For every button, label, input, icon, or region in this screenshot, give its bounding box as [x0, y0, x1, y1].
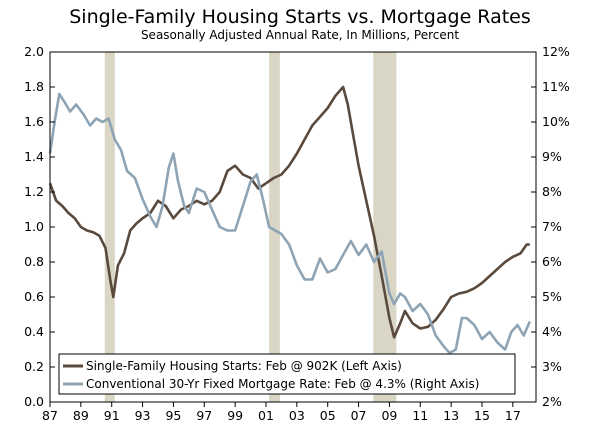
x-tick-label: 01 — [258, 408, 274, 423]
x-tick-label: 91 — [104, 408, 120, 423]
legend-label-mortgage: Conventional 30-Yr Fixed Mortgage Rate: … — [86, 377, 479, 391]
x-tick-label: 95 — [165, 408, 181, 423]
y-right-tick-label: 7% — [542, 219, 562, 234]
x-tick-label: 03 — [289, 408, 305, 423]
x-tick-label: 97 — [196, 408, 212, 423]
y-left-tick-label: 2.0 — [24, 44, 44, 59]
x-tick-label: 13 — [443, 408, 459, 423]
y-right-tick-label: 11% — [542, 79, 570, 94]
recession-band-0 — [104, 52, 115, 402]
x-tick-label: 17 — [505, 408, 521, 423]
x-tick-label: 93 — [135, 408, 151, 423]
y-left-tick-label: 0.6 — [24, 289, 44, 304]
x-tick-label: 07 — [351, 408, 367, 423]
y-left-tick-label: 1.2 — [24, 184, 44, 199]
y-left-tick-label: 0.2 — [24, 359, 44, 374]
series-line-mortgage-rate — [48, 92, 531, 355]
y-left-tick-label: 1.4 — [24, 149, 44, 164]
x-tick-label: 99 — [227, 408, 243, 423]
x-tick-label: 15 — [474, 408, 490, 423]
y-left-tick-label: 1.8 — [24, 79, 44, 94]
series-lines — [48, 85, 531, 355]
series-line-housing-starts — [48, 85, 530, 339]
y-right-tick-label: 12% — [542, 44, 570, 59]
x-tick-label: 89 — [73, 408, 89, 423]
x-tick-label: 87 — [42, 408, 58, 423]
y-right-tick-label: 9% — [542, 149, 562, 164]
y-right-tick-label: 3% — [542, 359, 562, 374]
y-left-tick-label: 0.4 — [24, 324, 44, 339]
y-left-tick-label: 1.0 — [24, 219, 44, 234]
x-tick-label: 05 — [320, 408, 336, 423]
y-right-tick-label: 2% — [542, 394, 562, 409]
y-right-tick-label: 4% — [542, 324, 562, 339]
y-left-tick-label: 0.8 — [24, 254, 44, 269]
y-right-tick-label: 8% — [542, 184, 562, 199]
x-tick-label: 11 — [412, 408, 428, 423]
recession-band-1 — [269, 52, 280, 402]
y-left-tick-label: 0.0 — [24, 394, 44, 409]
axes: 87 89 91 93 95 97 99 01 03 05 07 09 11 13 15 17 0.0 0.2 0.… — [24, 44, 570, 423]
legend: Single-Family Housing Starts: Feb @ 902K… — [58, 353, 516, 395]
plot-area-frame — [49, 51, 537, 403]
y-right-tick-label: 5% — [542, 289, 562, 304]
recession-band-2 — [373, 52, 397, 402]
y-left-tick-label: 1.6 — [24, 114, 44, 129]
y-right-tick-label: 6% — [542, 254, 562, 269]
chart-title: Single-Family Housing Starts vs. Mortgag… — [69, 6, 531, 28]
recession-bands — [104, 52, 397, 402]
x-tick-label: 09 — [381, 408, 397, 423]
y-right-tick-label: 10% — [542, 114, 570, 129]
legend-label-housing: Single-Family Housing Starts: Feb @ 902K… — [86, 359, 402, 373]
chart-subtitle: Seasonally Adjusted Annual Rate, In Mill… — [141, 28, 459, 42]
legend-box — [58, 353, 516, 395]
